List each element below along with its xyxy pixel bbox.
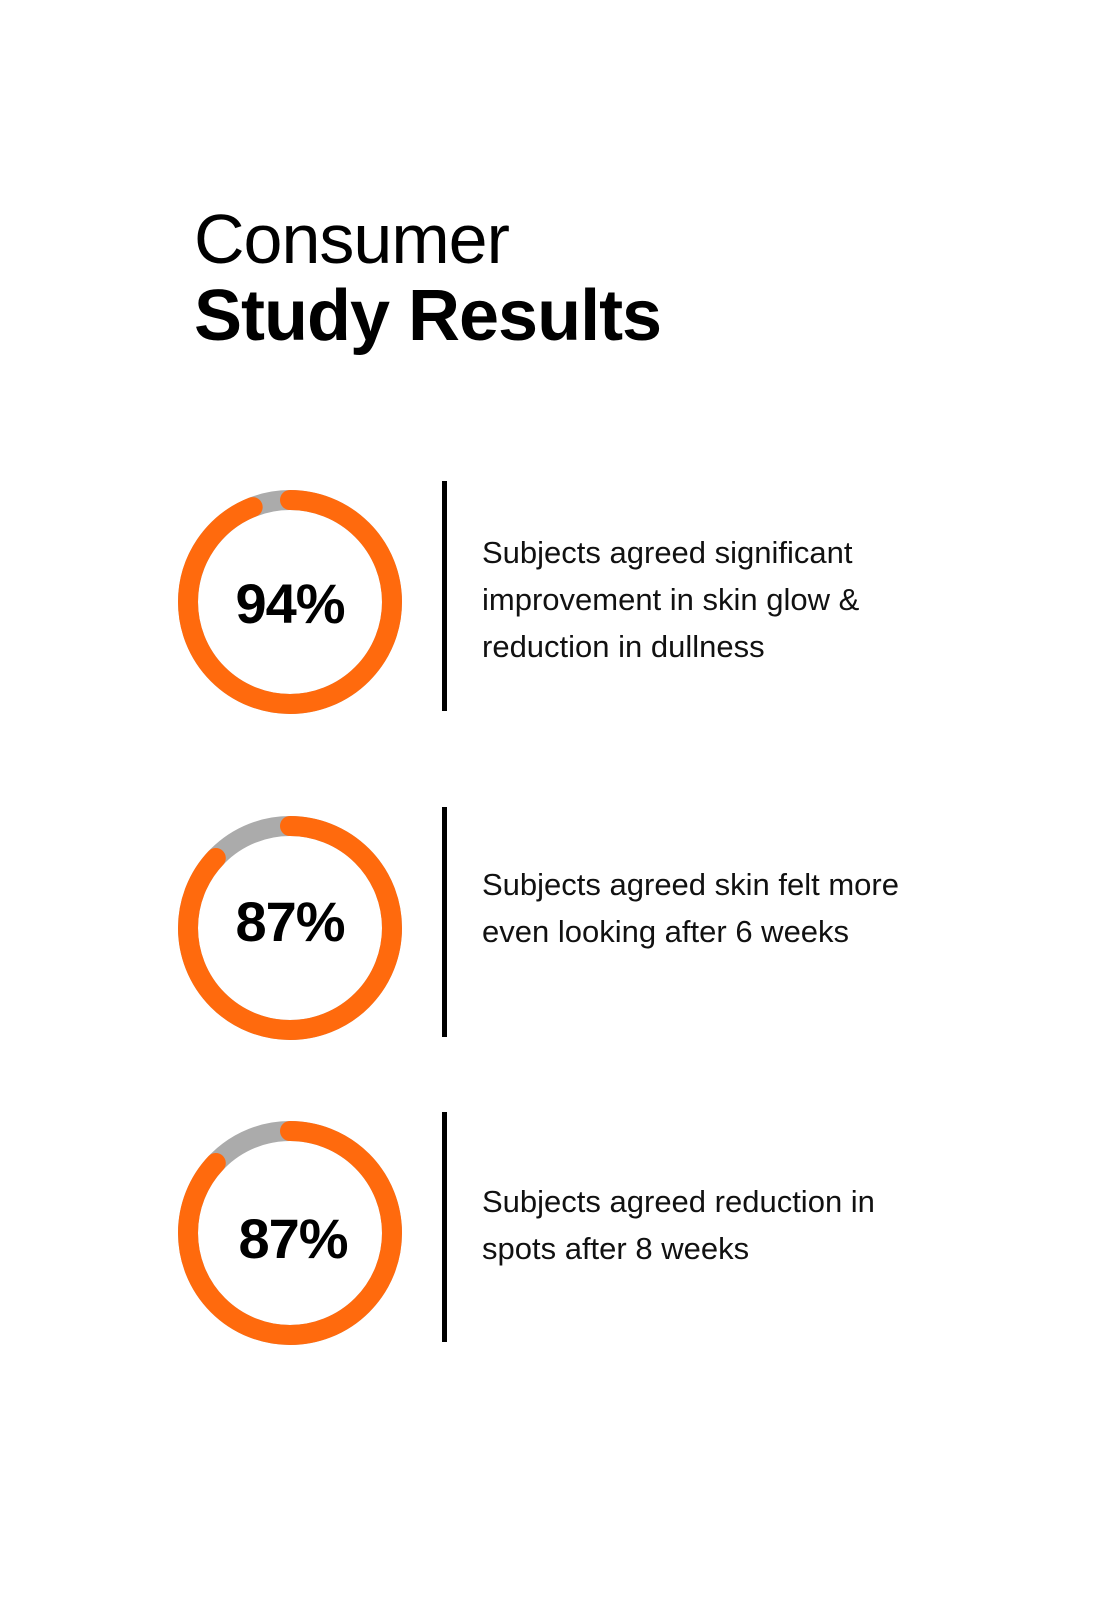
donut-svg-2 bbox=[178, 816, 402, 1040]
stat-value-1: 94% bbox=[235, 572, 345, 635]
stat-value-2: 87% bbox=[235, 890, 345, 953]
donut-chart-3: 87% bbox=[176, 1119, 404, 1347]
stat-item-2: 87% Subjects agreed skin felt more even … bbox=[0, 807, 1100, 1047]
stat-description-2: Subjects agreed skin felt more even look… bbox=[482, 867, 899, 949]
donut-chart-1: 94% bbox=[176, 488, 404, 716]
divider-1 bbox=[442, 481, 447, 711]
stat-item-1: 94% Subjects agreed significant improvem… bbox=[0, 481, 1100, 721]
stat-description-1: Subjects agreed significant improvement … bbox=[482, 535, 860, 664]
title-line-2: Study Results bbox=[194, 276, 662, 356]
divider-3 bbox=[442, 1112, 447, 1342]
page-title: Consumer Study Results bbox=[194, 200, 662, 356]
donut-arc-2 bbox=[178, 816, 402, 1040]
donut-arc-3 bbox=[178, 1121, 402, 1345]
stat-value-3: 87% bbox=[238, 1207, 348, 1270]
donut-svg-3 bbox=[178, 1121, 402, 1345]
stat-item-3: 87% Subjects agreed reduction in spots a… bbox=[0, 1112, 1100, 1352]
divider-2 bbox=[442, 807, 447, 1037]
donut-chart-2: 87% bbox=[176, 814, 404, 1042]
donut-arc-1 bbox=[178, 490, 402, 714]
stat-description-3: Subjects agreed reduction in spots after… bbox=[482, 1184, 875, 1266]
donut-svg-1 bbox=[178, 490, 402, 714]
title-line-1: Consumer bbox=[194, 200, 510, 278]
